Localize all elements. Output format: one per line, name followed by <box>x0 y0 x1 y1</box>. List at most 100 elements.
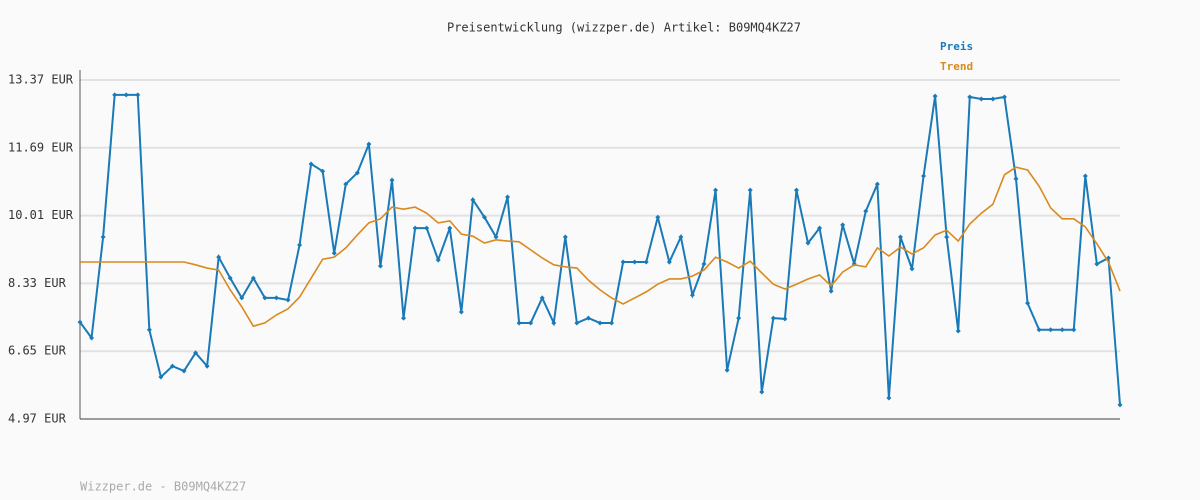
point-marker <box>678 234 684 240</box>
point-marker <box>1117 402 1123 408</box>
point-marker <box>401 315 407 321</box>
point-marker <box>135 92 141 98</box>
point-marker <box>112 92 118 98</box>
y-tick-label: 10.01 EUR <box>8 208 74 222</box>
point-marker <box>828 288 834 294</box>
point-marker <box>320 168 326 174</box>
point-marker <box>331 250 337 256</box>
point-marker <box>701 261 707 267</box>
point-marker <box>562 234 568 240</box>
point-marker <box>921 173 927 179</box>
point-marker <box>435 257 441 263</box>
point-marker <box>967 94 973 100</box>
point-marker <box>609 320 615 326</box>
point-marker <box>412 225 418 231</box>
legend-label: Trend <box>940 60 973 73</box>
point-marker <box>169 363 175 369</box>
point-marker <box>1048 327 1054 333</box>
point-marker <box>643 259 649 265</box>
point-marker <box>793 187 799 193</box>
point-marker <box>897 234 903 240</box>
point-marker <box>297 242 303 248</box>
point-marker <box>262 295 268 301</box>
y-tick-label: 4.97 EUR <box>8 412 67 426</box>
point-marker <box>944 234 950 240</box>
point-marker <box>158 374 164 380</box>
point-marker <box>759 389 765 395</box>
point-marker <box>955 328 961 334</box>
point-marker <box>805 240 811 246</box>
point-marker <box>782 316 788 322</box>
point-marker <box>886 395 892 401</box>
point-marker <box>181 368 187 374</box>
point-marker <box>840 222 846 228</box>
point-marker <box>713 187 719 193</box>
point-marker <box>516 320 522 326</box>
point-marker <box>874 181 880 187</box>
point-marker <box>77 319 83 325</box>
point-marker <box>285 297 291 303</box>
point-marker <box>632 259 638 265</box>
point-marker <box>747 187 753 193</box>
point-marker <box>123 92 129 98</box>
point-marker <box>216 254 222 260</box>
point-marker <box>574 320 580 326</box>
y-tick-label: 8.33 EUR <box>8 276 67 290</box>
chart-title: Preisentwicklung (wizzper.de) Artikel: B… <box>447 21 801 35</box>
point-marker <box>424 225 430 231</box>
series-line <box>79 93 1121 405</box>
legend-label: Preis <box>940 40 973 53</box>
point-marker <box>597 320 603 326</box>
point-marker <box>528 320 534 326</box>
footer: Wizzper.de - B09MQ4KZ27 <box>80 480 246 494</box>
point-marker <box>1025 300 1031 306</box>
point-marker <box>689 292 695 298</box>
point-marker <box>1082 173 1088 179</box>
point-marker <box>227 275 233 281</box>
point-marker <box>666 259 672 265</box>
point-marker <box>354 170 360 176</box>
point-marker <box>481 214 487 220</box>
point-marker <box>146 327 152 333</box>
point-marker <box>978 96 984 102</box>
point-marker <box>1071 327 1077 333</box>
point-marker <box>470 197 476 203</box>
point-marker <box>585 315 591 321</box>
point-marker <box>736 315 742 321</box>
point-marker <box>724 367 730 373</box>
point-marker <box>204 363 210 369</box>
point-marker <box>932 93 938 99</box>
point-marker <box>493 234 499 240</box>
y-tick-label: 11.69 EUR <box>8 140 74 154</box>
point-marker <box>770 315 776 321</box>
point-marker <box>620 259 626 265</box>
point-marker <box>389 177 395 183</box>
point-marker <box>551 320 557 326</box>
point-marker <box>990 96 996 102</box>
point-marker <box>1036 327 1042 333</box>
point-marker <box>1001 94 1007 100</box>
point-marker <box>89 335 95 341</box>
point-marker <box>193 350 199 356</box>
point-marker <box>250 275 256 281</box>
point-marker <box>1094 261 1100 267</box>
point-marker <box>909 266 915 272</box>
point-marker <box>863 208 869 214</box>
point-marker <box>100 234 106 240</box>
point-marker <box>366 141 372 147</box>
point-marker <box>1059 327 1065 333</box>
point-marker <box>273 295 279 301</box>
point-marker <box>505 194 511 200</box>
point-marker <box>343 181 349 187</box>
point-marker <box>447 225 453 231</box>
y-tick-label: 13.37 EUR <box>8 73 74 87</box>
point-marker <box>239 295 245 301</box>
series-line <box>80 166 1121 328</box>
point-marker <box>458 309 464 315</box>
point-marker <box>817 225 823 231</box>
point-marker <box>377 263 383 269</box>
point-marker <box>655 214 661 220</box>
y-tick-label: 6.65 EUR <box>8 344 67 358</box>
